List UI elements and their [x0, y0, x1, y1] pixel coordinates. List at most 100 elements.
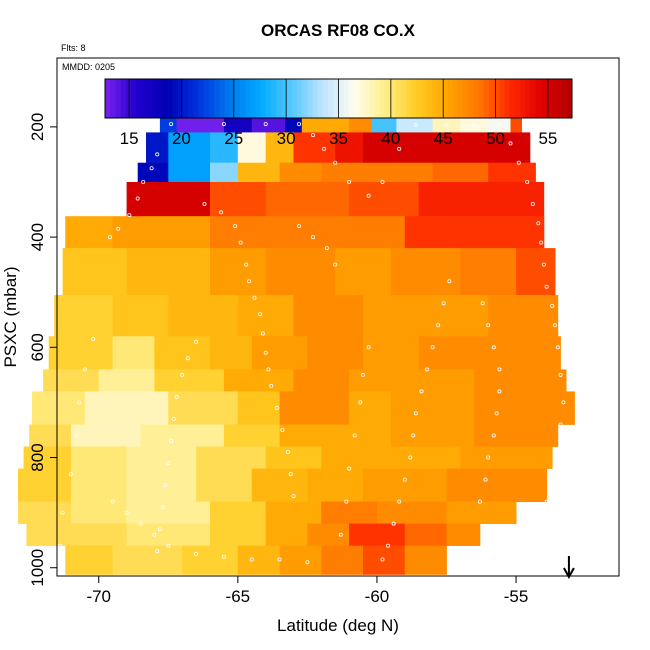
heatmap-cell: [126, 248, 211, 296]
colorbar-tick-label: 25: [224, 129, 243, 148]
track-point: [107, 235, 112, 240]
heatmap-cell: [460, 446, 553, 469]
colorbar-segment: [239, 79, 246, 118]
track-point: [324, 246, 329, 251]
heatmap-cell: [237, 545, 280, 575]
heatmap-cell: [126, 523, 211, 546]
track-point: [483, 477, 488, 482]
track-point: [277, 557, 282, 562]
track-point: [152, 532, 157, 537]
heatmap-cell: [54, 295, 113, 337]
colorbar-segment: [302, 79, 308, 118]
heatmap-cell: [251, 216, 336, 249]
heatmap-cell: [335, 132, 364, 164]
colorbar-segment: [281, 79, 288, 118]
colorbar-segment: [354, 79, 360, 118]
track-point: [333, 262, 338, 267]
track-point: [171, 416, 176, 421]
track-point: [447, 279, 452, 284]
track-point: [77, 400, 82, 405]
heatmap-cell: [70, 523, 127, 546]
track-point: [561, 400, 566, 405]
heatmap-cell: [126, 182, 169, 217]
heatmap-cell: [154, 369, 225, 392]
colorbar-segment: [426, 79, 433, 118]
colorbar-segment: [322, 79, 329, 118]
heatmap-cell: [265, 501, 322, 524]
x-tick-label: -55: [504, 587, 529, 606]
track-point: [555, 449, 560, 454]
colorbar-segment: [514, 79, 521, 118]
colorbar-segment: [120, 79, 127, 118]
colorbar-segment: [380, 79, 386, 118]
colorbar-segment: [478, 79, 485, 118]
colorbar-segment: [463, 79, 469, 118]
track-point: [82, 367, 87, 372]
colorbar-segment: [488, 79, 495, 118]
heatmap-cell: [18, 501, 72, 524]
colorbar-segment: [136, 79, 142, 118]
heatmap-cell: [265, 182, 350, 217]
heatmap-cell: [154, 336, 211, 370]
colorbar-segment: [312, 79, 319, 118]
track-point: [430, 345, 435, 350]
colorbar-segment: [291, 79, 298, 118]
track-point: [397, 146, 402, 151]
colorbar-segment: [255, 79, 262, 118]
heatmap-cell: [210, 248, 266, 296]
track-point: [180, 372, 185, 377]
track-point: [558, 372, 563, 377]
track-point: [194, 552, 199, 557]
heatmap-cell: [474, 424, 559, 447]
heatmap-cell: [18, 468, 72, 502]
track-point: [110, 499, 115, 504]
track-point: [525, 179, 530, 184]
heatmap-cell: [210, 216, 253, 249]
track-point: [391, 521, 396, 526]
track-point: [219, 210, 224, 215]
track-point: [285, 449, 290, 454]
colorbar-segment: [494, 79, 500, 118]
colorbar-segment: [177, 79, 184, 118]
track-point: [266, 367, 271, 372]
track-point: [296, 224, 301, 229]
colorbar-segment: [110, 79, 116, 118]
colorbar-segment: [405, 79, 412, 118]
track-point: [541, 262, 546, 267]
heatmap-cell: [474, 369, 567, 392]
colorbar-segment: [115, 79, 121, 118]
colorbar-segment: [348, 79, 355, 118]
y-tick-label: 1000: [28, 549, 47, 587]
colorbar-segment: [245, 79, 251, 118]
heatmap-cell: [168, 391, 239, 425]
track-point: [322, 146, 327, 151]
heatmap-cell: [43, 369, 100, 392]
chart-title: ORCAS RF08 CO.X: [261, 21, 416, 40]
colorbar-segment: [452, 79, 459, 118]
heatmap-cell: [363, 468, 447, 502]
colorbar-tick-label: 55: [538, 129, 557, 148]
track-point: [258, 312, 263, 317]
heatmap-cell: [432, 132, 489, 164]
heatmap-cell: [335, 424, 392, 447]
heatmap-cell: [377, 501, 447, 524]
track-point: [127, 213, 132, 218]
track-point: [333, 160, 338, 165]
colorbar-tick-label: 35: [329, 129, 348, 148]
colorbar-segment: [442, 79, 448, 118]
colorbar-segment: [437, 79, 443, 118]
heatmap-cell: [293, 369, 350, 392]
track-point: [141, 179, 146, 184]
heatmap-cell: [390, 391, 475, 425]
track-point: [516, 160, 521, 165]
colorbar-segment: [374, 79, 381, 118]
heatmap-cell: [168, 132, 211, 164]
flight-track: [57, 122, 566, 565]
track-point: [185, 356, 190, 361]
heatmap-cell: [137, 162, 169, 183]
track-point: [166, 460, 171, 465]
track-point: [244, 262, 249, 267]
track-point: [260, 331, 265, 336]
heatmap-cell: [516, 248, 556, 296]
colorbar-segment: [416, 79, 422, 118]
